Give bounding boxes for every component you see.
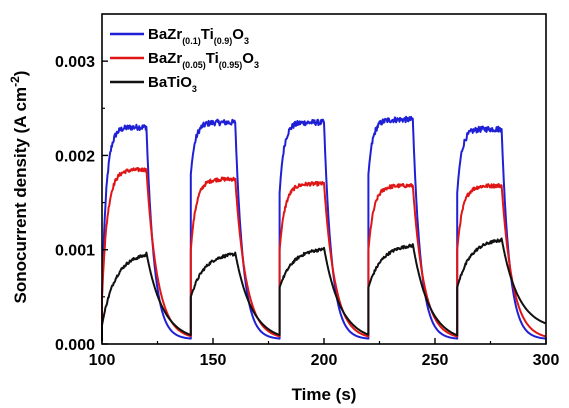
y-tick-label: 0.003 [55, 54, 95, 71]
y-axis: 0.000 0.001 0.002 0.003 [55, 54, 108, 354]
x-tick-label: 200 [311, 352, 338, 369]
y-tick-label: 0.002 [55, 148, 95, 165]
x-tick-label: 300 [533, 352, 560, 369]
y-tick-label: 0.001 [55, 243, 95, 260]
y-tick-label: 0.000 [55, 337, 95, 354]
x-axis: 100 150 200 250 300 [89, 338, 560, 369]
legend: BaZr(0.1)Ti(0.9)O3 BaZr(0.05)Ti(0.95)O3 Ba… [110, 26, 259, 94]
y-axis-title: Sonocurrent density (A cm-2) [8, 71, 30, 304]
x-axis-title: Time (s) [292, 385, 357, 404]
series-layer [101, 115, 546, 342]
legend-label-1: BaZr(0.1)Ti(0.9)O3 [148, 26, 249, 46]
x-tick-label: 100 [89, 352, 116, 369]
series-line-3 [101, 237, 546, 342]
x-tick-label: 250 [422, 352, 449, 369]
x-tick-label: 150 [200, 352, 227, 369]
series-line-1 [101, 115, 546, 340]
legend-label-2: BaZr(0.05)Ti(0.95)O3 [148, 50, 259, 70]
series-line-2 [101, 167, 546, 340]
legend-label-3: BaTiO3 [148, 74, 197, 94]
